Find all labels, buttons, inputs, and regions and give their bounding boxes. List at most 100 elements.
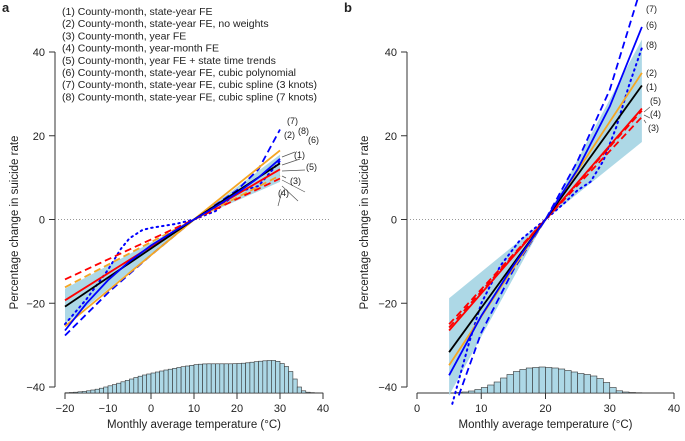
end-label: (3) (648, 123, 659, 133)
histogram-bar (513, 372, 519, 394)
histogram-bar (211, 364, 215, 393)
histogram-bar (481, 388, 487, 394)
x-tick-label: 20 (539, 403, 551, 415)
histogram-bar (468, 391, 474, 393)
histogram-bar (108, 386, 112, 393)
histogram-bar (246, 363, 250, 393)
histogram-bar (565, 371, 571, 394)
histogram-bar (267, 361, 271, 394)
y-axis-title: Percentage change in suicide rate (359, 136, 371, 310)
histogram-bar (117, 383, 121, 393)
end-label: (5) (650, 96, 661, 106)
legend-entry: (7) County-month, state-year FE, cubic s… (62, 79, 317, 91)
histogram-bar (520, 370, 526, 394)
histogram-bar (603, 383, 609, 394)
histogram-bar (254, 362, 258, 393)
histogram-bar (125, 380, 129, 393)
x-tick-label: −20 (56, 403, 75, 415)
y-tick-label: 0 (39, 215, 45, 227)
end-label: (7) (646, 4, 657, 14)
histogram-bar (177, 368, 181, 394)
y-tick-label: −40 (26, 382, 45, 394)
histogram-bar (104, 387, 108, 393)
histogram-bar (539, 367, 545, 393)
y-tick-label: 0 (391, 215, 397, 227)
histogram-bar (138, 376, 142, 393)
histogram-bar (578, 374, 584, 394)
x-tick-label: 10 (188, 403, 200, 415)
histogram-bar (142, 375, 146, 393)
histogram-bar (293, 379, 297, 393)
histogram-bar (571, 372, 577, 393)
panel-label-a: a (2, 0, 10, 15)
histogram-bar (160, 371, 164, 393)
series-line-6 (65, 159, 280, 331)
histogram-bar (623, 392, 629, 393)
histogram-bar (112, 385, 116, 393)
histogram-bar (546, 368, 552, 394)
histogram-bar (462, 392, 468, 393)
x-tick-label: −10 (99, 403, 118, 415)
histogram-bar (155, 372, 159, 393)
y-tick-label: 40 (385, 47, 397, 59)
x-tick-label: 0 (414, 403, 420, 415)
histogram-bar (507, 375, 513, 394)
end-label: (4) (278, 188, 289, 198)
legend-entry: (4) County-month, year-month FE (62, 43, 219, 55)
x-tick-label: 40 (317, 403, 329, 415)
series-line-7 (459, 0, 642, 395)
histogram-bar (271, 361, 275, 394)
histogram-bar (168, 369, 172, 393)
histogram-bar (164, 370, 168, 393)
y-tick-label: 20 (385, 131, 397, 143)
histogram-bar (147, 374, 151, 393)
histogram-bar (302, 391, 306, 393)
histogram-bar (263, 361, 267, 393)
histogram-bar (552, 368, 558, 393)
histogram-bar (151, 373, 155, 393)
histogram-bar (616, 391, 622, 393)
histogram-bar (280, 364, 284, 394)
legend-entry: (3) County-month, year FE (62, 30, 186, 42)
histogram-bar (181, 367, 185, 393)
histogram-bar (69, 393, 73, 394)
end-label: (3) (290, 176, 301, 186)
end-label: (7) (287, 116, 298, 126)
histogram-bar (241, 363, 245, 393)
end-label: (8) (646, 40, 657, 50)
legend-entry: (8) County-month, state-year FE, cubic s… (62, 91, 317, 103)
x-axis-title: Monthly average temperature (°C) (459, 419, 633, 431)
histogram-bar (74, 392, 78, 393)
histogram-bar (207, 364, 211, 393)
histogram-bar (475, 390, 481, 394)
panel-label-b: b (344, 0, 352, 15)
histogram-bar (228, 364, 232, 393)
histogram-bar (233, 364, 237, 393)
histogram-bar (297, 387, 301, 393)
histogram-bar (590, 376, 596, 393)
histogram-bar (203, 364, 207, 393)
histogram-bar (190, 365, 194, 393)
end-label: (1) (646, 82, 657, 92)
x-tick-label: 30 (604, 403, 616, 415)
histogram-bar (494, 382, 500, 393)
histogram-bar (220, 364, 224, 393)
end-label: (4) (650, 109, 661, 119)
legend-entry: (5) County-month, year FE + state time t… (62, 55, 276, 67)
end-label: (1) (294, 150, 305, 160)
end-label: (6) (646, 20, 657, 30)
series-line-2 (65, 150, 280, 326)
histogram-bar (78, 392, 82, 393)
histogram-bar (597, 379, 603, 394)
x-tick-label: 40 (668, 403, 680, 415)
histogram-bar (121, 382, 125, 393)
histogram-bar (224, 364, 228, 393)
histogram-bar (276, 361, 280, 393)
y-tick-label: −20 (26, 298, 45, 310)
y-axis-title: Percentage change in suicide rate (9, 136, 21, 310)
histogram-bar (533, 368, 539, 394)
histogram-bar (558, 369, 564, 393)
x-axis-title: Monthly average temperature (°C) (107, 419, 281, 431)
end-label: (6) (308, 135, 319, 145)
